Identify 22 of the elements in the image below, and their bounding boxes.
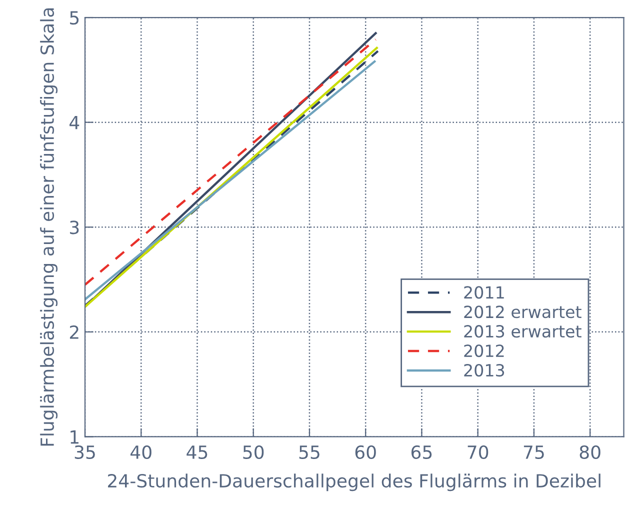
x-tick-label: 55 [299,446,320,460]
y-axis-title: Fluglärmbelästigung auf einer fünfstufigen Skala [40,8,58,446]
x-tick-label: 45 [186,446,208,460]
x-axis-title: 24-Stunden-Dauerschallpegel des Fluglärms in Dezibel [108,474,600,492]
legend-label: 2011 [464,286,504,299]
legend-label: 2013 erwartet [464,325,582,338]
x-tick-label: 35 [74,445,95,460]
legend-label: 2012 [464,344,504,358]
x-tick-label: 70 [468,445,488,460]
x-tick-label: 75 [524,446,544,460]
x-tick-label: 50 [243,445,264,460]
x-tick-label: 40 [130,445,152,460]
legend-label: 2013 [464,364,504,377]
y-tick-label: 4 [70,116,80,130]
x-tick-label: 60 [355,445,376,460]
legend-label: 2012 erwartet [464,306,582,318]
y-tick-label: 1 [70,430,78,444]
y-tick-label: 3 [70,220,79,234]
x-tick-label: 80 [580,445,600,460]
x-tick-label: 65 [411,445,432,460]
y-tick-label: 5 [70,11,79,25]
y-tick-label: 2 [70,325,78,339]
